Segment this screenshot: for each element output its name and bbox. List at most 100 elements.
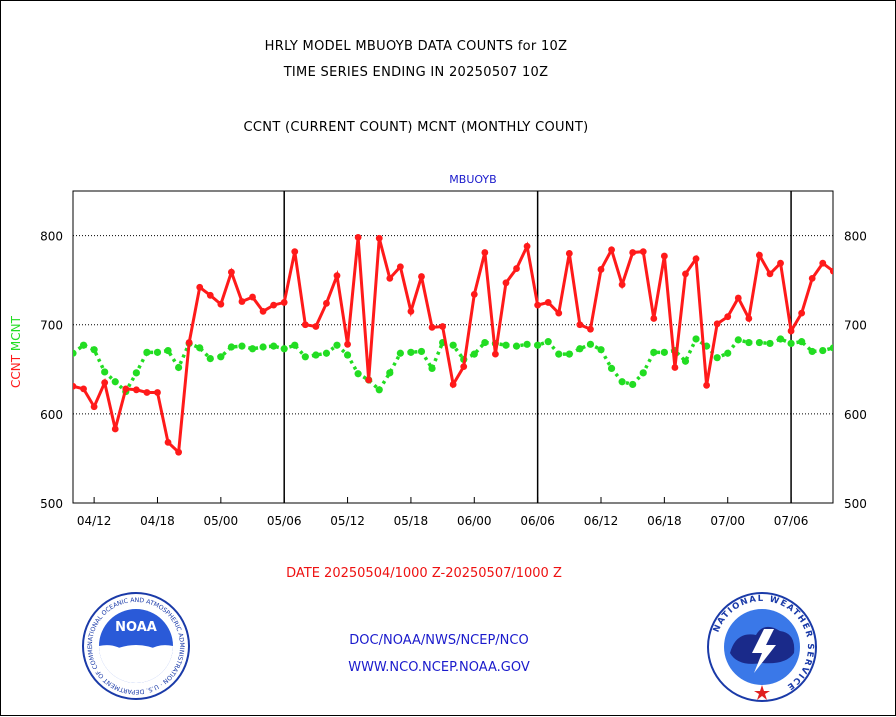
mcnt-point — [343, 351, 352, 359]
mcnt-point — [164, 346, 172, 355]
ccnt-point — [291, 248, 299, 256]
mcnt-point — [101, 368, 109, 376]
x-tick-label: 07/06 — [774, 514, 809, 528]
mcnt-point — [523, 340, 531, 348]
plot-title: MBUOYB — [449, 173, 496, 186]
ccnt-point — [682, 270, 689, 278]
ccnt-point — [597, 266, 605, 273]
mcnt-point — [206, 354, 214, 363]
ccnt-point — [777, 259, 784, 267]
ccnt-point — [576, 321, 584, 329]
mcnt-point — [555, 350, 563, 358]
mcnt-point — [217, 353, 225, 361]
ccnt-point — [365, 376, 373, 384]
mcnt-point — [259, 343, 267, 351]
mcnt-point — [618, 378, 626, 386]
ccnt-point — [101, 379, 109, 387]
mcnt-point — [428, 364, 436, 372]
mcnt-point — [766, 339, 774, 348]
ccnt-point — [819, 259, 827, 267]
y-tick-label-right: 600 — [844, 408, 867, 422]
mcnt-point — [79, 341, 88, 349]
mcnt-point — [396, 349, 404, 357]
svg-text:NOAA: NOAA — [115, 620, 157, 635]
ccnt-point — [565, 250, 573, 257]
y-tick-label-left: 500 — [40, 497, 63, 511]
mcnt-point — [639, 369, 647, 377]
mcnt-point — [576, 345, 584, 353]
ccnt-point — [734, 294, 742, 302]
mcnt-point — [724, 349, 732, 357]
ccnt-point — [618, 281, 626, 288]
mcnt-point — [650, 348, 658, 356]
ccnt-point — [544, 299, 552, 306]
ccnt-point — [639, 248, 647, 256]
ccnt-point — [344, 340, 351, 348]
ccnt-point — [829, 267, 833, 275]
mcnt-point — [829, 344, 833, 352]
x-tick-label: 04/18 — [140, 514, 175, 528]
mcnt-point — [280, 345, 288, 353]
ccnt-point — [206, 291, 214, 299]
mcnt-point — [565, 350, 573, 358]
mcnt-point — [586, 340, 595, 348]
ccnt-point — [492, 350, 499, 358]
mcnt-point — [153, 348, 162, 356]
mcnt-axis-label: MCNT — [9, 315, 23, 351]
x-tick-label: 05/00 — [204, 514, 239, 528]
ccnt-point — [185, 339, 193, 346]
ccnt-point — [122, 385, 130, 393]
ccnt-point — [396, 263, 404, 271]
mcnt-point — [196, 344, 204, 352]
ccnt-point — [249, 293, 256, 301]
mcnt-point — [755, 338, 764, 347]
mcnt-point — [386, 369, 394, 377]
ccnt-point — [449, 381, 457, 388]
ccnt-point — [312, 323, 320, 330]
mcnt-point — [175, 363, 183, 372]
ccnt-point — [534, 301, 542, 309]
mcnt-point — [776, 335, 785, 343]
ccnt-point — [90, 403, 98, 411]
mcnt-point — [534, 341, 542, 349]
y-tick-label-right: 800 — [844, 230, 867, 244]
mcnt-point — [787, 339, 795, 348]
mcnt-point — [73, 349, 77, 357]
ccnt-point — [323, 299, 330, 307]
ccnt-point — [428, 323, 436, 331]
mcnt-point — [354, 370, 362, 378]
website-link[interactable]: WWW.NCO.NCEP.NOAA.GOV — [348, 660, 530, 675]
mcnt-point — [745, 338, 753, 347]
mcnt-point — [808, 347, 816, 356]
ccnt-point — [745, 315, 753, 322]
ccnt-point — [470, 291, 478, 298]
y-axis-label: CCNT MCNT — [9, 315, 23, 388]
ccnt-point — [787, 327, 795, 335]
ccnt-point — [671, 364, 679, 371]
ccnt-point — [724, 313, 732, 321]
chart-title-line-3: CCNT (CURRENT COUNT) MCNT (MONTHLY COUNT… — [243, 120, 589, 135]
ccnt-point — [481, 249, 489, 256]
ccnt-point — [418, 273, 425, 280]
ccnt-point — [587, 325, 594, 333]
mcnt-point — [502, 341, 510, 349]
ccnt-point — [259, 307, 267, 315]
mcnt-point — [470, 350, 478, 358]
ccnt-point — [111, 425, 119, 433]
mcnt-point — [248, 345, 257, 353]
x-tick-label: 04/12 — [77, 514, 112, 528]
ccnt-point — [513, 265, 520, 272]
ccnt-point — [80, 385, 87, 393]
ccnt-point — [375, 234, 383, 242]
mcnt-point — [270, 342, 278, 350]
ccnt-point — [439, 323, 446, 330]
x-tick-label: 06/06 — [520, 514, 555, 528]
ccnt-point — [798, 309, 806, 317]
ccnt-point — [555, 309, 563, 317]
mcnt-point — [238, 342, 246, 350]
mcnt-point — [713, 354, 721, 362]
mcnt-point — [132, 369, 140, 377]
ccnt-point — [608, 246, 615, 254]
